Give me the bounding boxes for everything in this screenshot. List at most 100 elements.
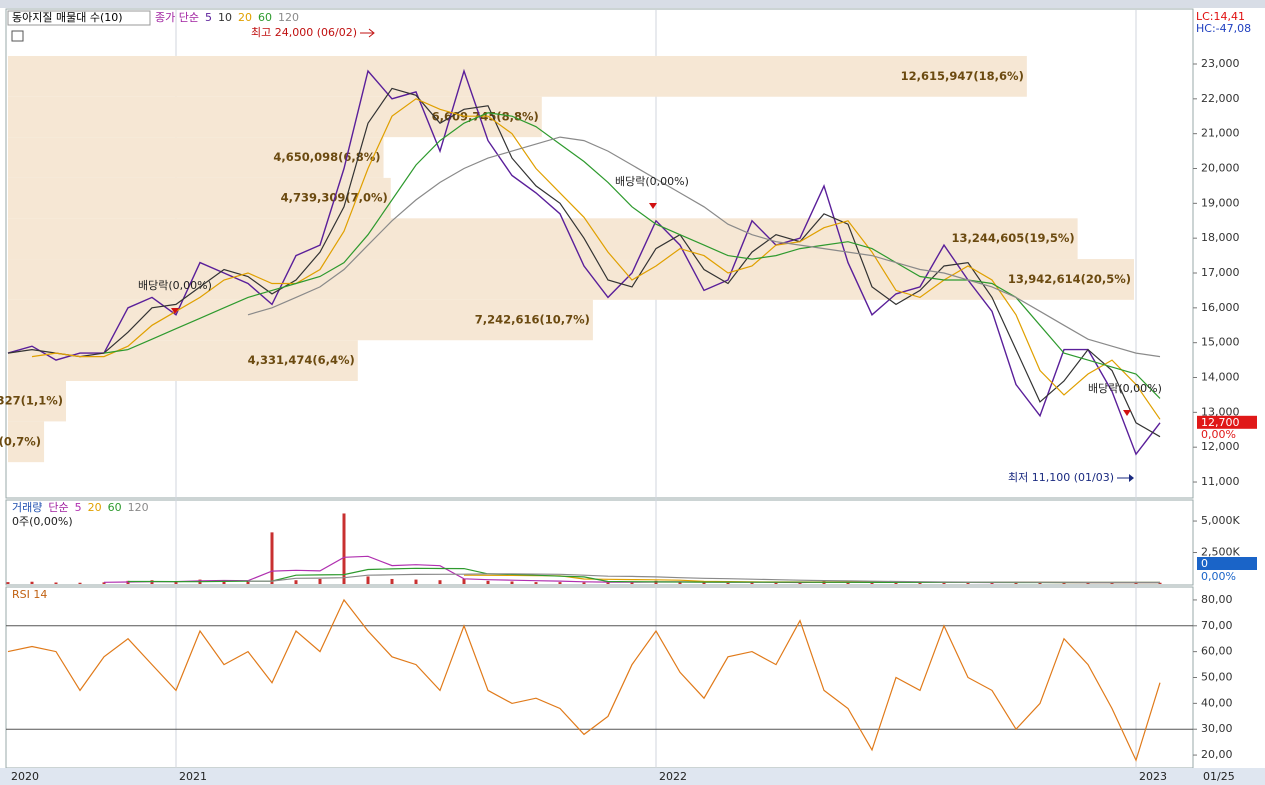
y-tick-label: 14,000: [1201, 371, 1240, 384]
legend-entry: 60: [108, 501, 122, 514]
series-line: [247, 136, 1161, 358]
y-tick-label: 15,000: [1201, 336, 1240, 349]
volume-bar: [342, 513, 346, 584]
profile-label: 13,942,614(20,5%): [1008, 272, 1131, 286]
legend-entry: 120: [128, 501, 149, 514]
y-tick-label: 17,000: [1201, 266, 1240, 279]
x-tick-label: 2021: [179, 770, 207, 783]
volume-bar: [942, 582, 946, 584]
profile-bar: [8, 218, 1078, 260]
profile-bar: [8, 96, 542, 138]
volume-panel: [5, 499, 1194, 586]
y-tick-label: 21,000: [1201, 127, 1240, 140]
volume-bar: [774, 582, 778, 584]
y-tick-label: 2,500K: [1201, 546, 1240, 559]
volume-bar: [798, 582, 802, 584]
legend-entry: 종가 단순: [155, 11, 199, 24]
volume-bar: [702, 582, 706, 584]
profile-bar: [8, 299, 593, 341]
volume-bar: [582, 582, 586, 584]
volume-bar: [846, 582, 850, 584]
volume-bar: [486, 580, 490, 584]
volume-bar: [678, 582, 682, 584]
volume-bar: [102, 582, 106, 584]
series-line: [7, 598, 1161, 762]
volume-bar: [1158, 582, 1162, 584]
series-line: [247, 573, 1160, 583]
volume-bar: [1062, 582, 1066, 584]
volume-bar: [606, 582, 610, 584]
legend-entry: 10: [218, 11, 232, 24]
title-box: [7, 10, 151, 26]
volume-bar: [534, 582, 538, 584]
profile-label: 7,242,616(10,7%): [475, 313, 590, 327]
plot-layer: 2020 2021 2022 202311,00012,00013,00014,000…: [0, 10, 1257, 783]
profile-bar: [8, 380, 67, 422]
grid-icon[interactable]: [11, 30, 24, 42]
y-tick-label: 5,000K: [1201, 514, 1240, 527]
y-tick-label: 40,00: [1201, 696, 1233, 709]
low-arrow-head: [1129, 474, 1134, 482]
volume-bar: [6, 582, 10, 584]
profile-label: 13,244,605(19,5%): [951, 231, 1074, 245]
current-volume: 0: [1201, 557, 1208, 570]
volume-bar: [318, 578, 322, 584]
legend-entry: 5: [75, 501, 82, 514]
volume-bar: [30, 581, 34, 584]
y-tick-label: 18,000: [1201, 231, 1240, 244]
volume-bar: [630, 582, 634, 584]
y-tick-label: 13,000: [1201, 405, 1240, 418]
volume-bar: [870, 582, 874, 584]
profile-bar: [8, 137, 384, 178]
legend-entry: 120: [278, 11, 299, 24]
dividend-marker: [649, 203, 657, 209]
panel-title: RSI 14: [12, 588, 47, 601]
volume-bar: [294, 580, 298, 584]
volume-bar: [462, 578, 466, 584]
current-date: 01/25: [1203, 770, 1235, 783]
volume-bar: [1086, 582, 1090, 584]
current-price-box: [1197, 415, 1257, 429]
profile-bar: [8, 177, 391, 219]
profile-label: 446,511(0,7%): [0, 434, 41, 448]
y-tick-label: 19,000: [1201, 196, 1240, 209]
series-line: [31, 98, 1161, 420]
volume-bar: [174, 581, 178, 584]
high-arrow: [360, 28, 375, 38]
volume-bar: [750, 582, 754, 584]
volume-bar: [966, 582, 970, 584]
volume-bar: [246, 581, 250, 584]
y-tick-label: 16,000: [1201, 301, 1240, 314]
current-volume-change: 0,00%: [1201, 570, 1236, 583]
panel-title: 거래량: [12, 501, 42, 514]
volume-bar: [1038, 582, 1042, 584]
current-price: 12,700: [1201, 416, 1240, 429]
dividend-note: 배당락(0,00%): [1088, 382, 1162, 395]
rsi-panel: [5, 586, 1194, 769]
y-tick-label: 12,000: [1201, 440, 1240, 453]
dividend-note: 배당락(0,00%): [138, 279, 212, 292]
series-line: [7, 87, 1161, 438]
volume-bar: [558, 582, 562, 584]
series-line: [103, 112, 1161, 399]
y-tick-label: 20,000: [1201, 162, 1240, 175]
legend-entry: 5: [205, 11, 212, 24]
date-axis: [0, 768, 1265, 785]
legend-entry: 60: [258, 11, 272, 24]
high-note: 최고 24,000 (06/02): [251, 26, 357, 39]
toolbar: [0, 0, 1265, 8]
profile-label: 718,327(1,1%): [0, 394, 63, 408]
volume-bar: [366, 576, 370, 584]
y-tick-label: 60,00: [1201, 645, 1233, 658]
chart-title: 동아지질 매물대 수(10): [12, 11, 123, 24]
y-tick-label: 20,00: [1201, 748, 1233, 761]
y-tick-label: 22,000: [1201, 92, 1240, 105]
y-tick-label: 70,00: [1201, 619, 1233, 632]
volume-bar: [918, 582, 922, 584]
volume-bar: [726, 582, 730, 584]
x-tick-label: 2023: [1139, 770, 1167, 783]
volume-bar: [390, 578, 394, 584]
dividend-note: 배당락(0,00%): [615, 175, 689, 188]
lc-label: LC:14,41: [1196, 10, 1245, 23]
